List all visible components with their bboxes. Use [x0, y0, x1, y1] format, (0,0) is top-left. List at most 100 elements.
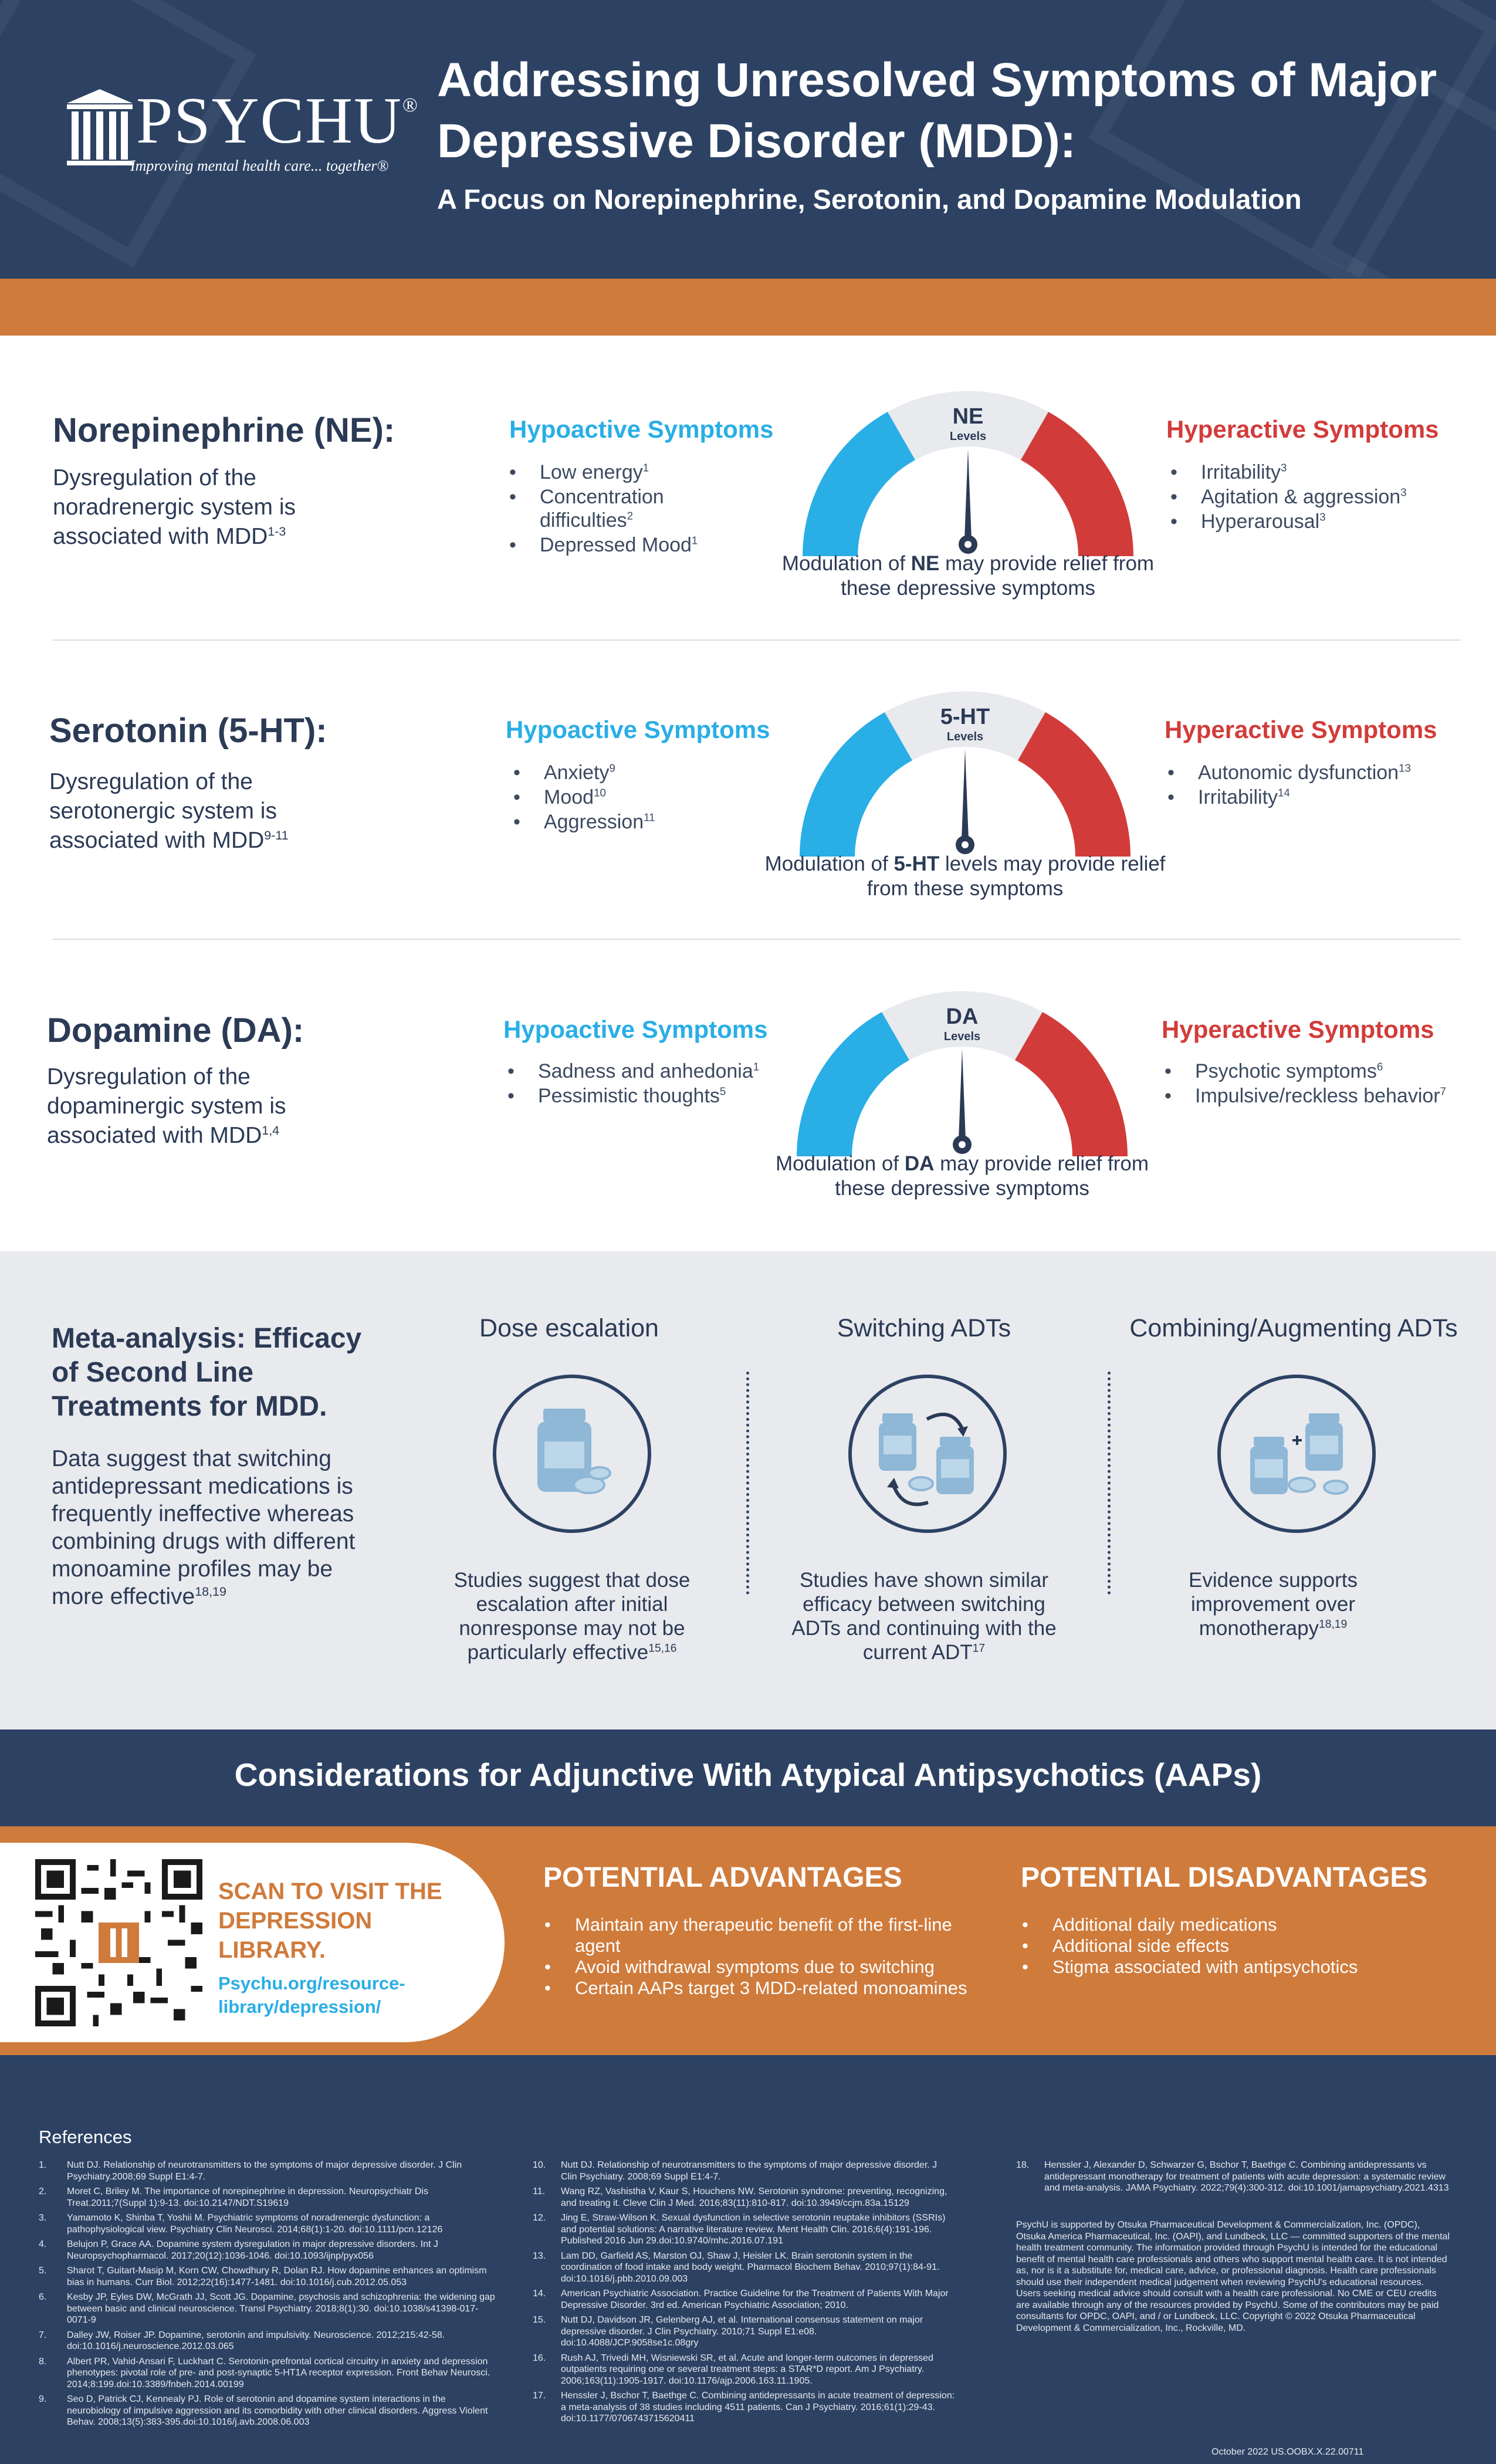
- switching-adts-icon-circle: [848, 1375, 1007, 1533]
- gauge-mid-segment: [882, 991, 1043, 1060]
- column-text-combining-adts: Evidence supports improvement over monot…: [1189, 1569, 1358, 1640]
- reference-number: 14.: [533, 2289, 546, 2299]
- gauge-label: NE: [953, 404, 984, 429]
- orange-band: [0, 279, 1496, 336]
- gauge-label: 5-HT: [940, 705, 990, 729]
- reference-text: Sharot T, Guitart-Masip M, Korn CW, Chow…: [67, 2266, 487, 2287]
- considerations-banner: Considerations for Adjunctive With Atypi…: [0, 1729, 1496, 1826]
- scan-title: SCAN TO VISIT THE DEPRESSION LIBRARY.: [218, 1879, 442, 1963]
- row-description: Dysregulation of the dopaminergic system…: [47, 1064, 286, 1148]
- list-item: Irritability14: [1167, 786, 1473, 809]
- gauge-needle: [962, 749, 969, 840]
- list-item: Sadness and anhedonia1: [507, 1060, 777, 1083]
- reference-item: 15. Nutt DJ, Davidson JR, Gelenberg AJ, e…: [533, 2314, 955, 2349]
- reference-text: Rush AJ, Trivedi MH, Wisniewski SR, et a…: [561, 2353, 933, 2386]
- reference-item: 8. Albert PR, Vahid-Ansari F, Luckhart C.…: [39, 2356, 496, 2391]
- reference-text: Belujon P, Grace AA. Dopamine system dys…: [67, 2239, 438, 2261]
- list-item: Depressed Mood1: [509, 533, 709, 557]
- gauge-caption: Modulation of DA may provide relief from…: [775, 1152, 1149, 1200]
- combining-adts-icon-circle: [1217, 1375, 1376, 1533]
- reference-number: 17.: [533, 2391, 546, 2401]
- gauge-high-segment: [1018, 712, 1131, 857]
- row-description: Dysregulation of the serotonergic system…: [49, 769, 289, 853]
- hyperactive-list: Autonomic dysfunction13 Irritability14: [1167, 761, 1473, 810]
- dose-escalation-icon-circle: [493, 1375, 651, 1533]
- row-description: Dysregulation of the noradrenergic syste…: [53, 465, 296, 549]
- monoamine-row-ne: Norepinephrine (NE): Dysregulation of th…: [0, 364, 1496, 657]
- reference-item: 5. Sharot T, Guitart-Masip M, Korn CW, Ch…: [39, 2265, 496, 2288]
- references-section: References 1. Nutt DJ. Relationship of ne…: [0, 2055, 1496, 2464]
- section-divider: [53, 639, 1461, 641]
- advantages-title: POTENTIAL ADVANTAGES: [543, 1862, 902, 1893]
- hypoactive-list: Low energy1 Concentration difficulties2 …: [509, 461, 709, 558]
- column-text-dose-escalation: Studies suggest that dose escalation aft…: [453, 1569, 691, 1664]
- list-item: Agitation & aggression3: [1170, 485, 1464, 509]
- reference-item: 4. Belujon P, Grace AA. Dopamine system d…: [39, 2239, 496, 2262]
- gauge-low-segment: [800, 712, 912, 857]
- reference-item: 13. Lam DD, Garfield AS, Marston OJ, Shaw…: [533, 2250, 955, 2285]
- column-title-combining-adts: Combining/Augmenting ADTs: [1129, 1314, 1458, 1342]
- reference-item: 17. Henssler J, Bschor T, Baethge C. Comb…: [533, 2390, 955, 2425]
- reference-number: 7.: [39, 2330, 47, 2340]
- reference-number: 12.: [533, 2213, 546, 2223]
- references-column-1: 1. Nutt DJ. Relationship of neurotransmit…: [39, 2160, 496, 2432]
- reference-item: 14. American Psychiatric Association. Pra…: [533, 2288, 955, 2311]
- list-item: Additional daily medications: [1022, 1914, 1386, 1935]
- hyperactive-list: Psychotic symptoms6 Impulsive/reckless b…: [1165, 1060, 1481, 1109]
- sponsor-disclaimer: PsychU is supported by Otsuka Pharmaceut…: [1016, 2220, 1450, 2333]
- section-divider: [53, 939, 1461, 940]
- hypoactive-list: Anxiety9 Mood10 Aggression11: [513, 761, 713, 835]
- list-item: Autonomic dysfunction13: [1167, 761, 1473, 784]
- gauge-high-segment: [1015, 1012, 1128, 1156]
- reference-text: Kesby JP, Eyles DW, McGrath JJ, Scott JG…: [67, 2292, 495, 2325]
- list-item: Aggression11: [513, 810, 713, 834]
- depression-library-link[interactable]: Psychu.org/resource-library/depression/: [218, 1973, 405, 2017]
- list-item: Maintain any therapeutic benefit of the …: [544, 1914, 979, 1957]
- header-banner: PSYCHU® Improving mental health care... …: [0, 0, 1496, 279]
- list-item: Certain AAPs target 3 MDD-related monoam…: [544, 1978, 979, 1999]
- psychu-logo[interactable]: PSYCHU® Improving mental health care... …: [65, 82, 418, 182]
- row-title: Dopamine (DA):: [47, 1011, 304, 1050]
- reference-text: Nutt DJ. Relationship of neurotransmitte…: [67, 2160, 462, 2182]
- references-column-2: 10. Nutt DJ. Relationship of neurotransmi…: [533, 2160, 955, 2428]
- gauge-needle: [959, 1049, 966, 1140]
- reference-item: 6. Kesby JP, Eyles DW, McGrath JJ, Scott …: [39, 2292, 496, 2326]
- hyperactive-title: Hyperactive Symptoms: [1165, 716, 1437, 743]
- page-title: Addressing Unresolved Symptoms of Major …: [437, 53, 1437, 168]
- gauge-needle: [964, 449, 972, 540]
- gauge-high-segment: [1021, 412, 1133, 556]
- reference-number: 8.: [39, 2356, 47, 2367]
- combine-medication-icon: [1250, 1413, 1349, 1495]
- reference-text: American Psychiatric Association. Practi…: [561, 2289, 949, 2310]
- column-separator: [1108, 1372, 1111, 1595]
- reference-text: Wang RZ, Vashistha V, Kaur S, Houchens N…: [561, 2187, 947, 2208]
- considerations-panel: SCAN TO VISIT THE DEPRESSION LIBRARY. Ps…: [0, 1826, 1496, 2055]
- gauge-caption: Modulation of 5-HT levels may provide re…: [764, 852, 1166, 900]
- reference-text: Henssler J, Alexander D, Schwarzer G, Bs…: [1044, 2160, 1449, 2193]
- reference-item: 2. Moret C, Briley M. The importance of n…: [39, 2186, 496, 2209]
- pillars-icon: [67, 89, 133, 165]
- list-item: Anxiety9: [513, 761, 713, 784]
- list-item: Impulsive/reckless behavior7: [1165, 1084, 1481, 1108]
- hypoactive-title: Hypoactive Symptoms: [509, 415, 774, 443]
- reference-item: 3. Yamamoto K, Shinba T, Yoshii M. Psychi…: [39, 2212, 496, 2235]
- reference-number: 4.: [39, 2239, 47, 2249]
- reference-text: Jing E, Straw-Wilson K. Sexual dysfuncti…: [561, 2213, 946, 2246]
- switch-medication-icon: [879, 1413, 974, 1507]
- reference-text: Henssler J, Bschor T, Baethge C. Combini…: [561, 2391, 955, 2424]
- considerations-title: Considerations for Adjunctive With Atypi…: [234, 1756, 1262, 1793]
- qr-card: SCAN TO VISIT THE DEPRESSION LIBRARY. Ps…: [0, 1843, 505, 2042]
- disadvantages-list: Additional daily medications Additional …: [1022, 1914, 1386, 1978]
- reference-number: 9.: [39, 2394, 47, 2404]
- gauge-low-segment: [803, 412, 915, 556]
- page-subtitle: A Focus on Norepinephrine, Serotonin, an…: [437, 184, 1302, 215]
- 5ht-level-gauge: 5-HT Levels: [800, 691, 1131, 857]
- hyperactive-title: Hyperactive Symptoms: [1162, 1016, 1434, 1043]
- reference-number: 1.: [39, 2160, 47, 2170]
- references-title: References: [39, 2127, 132, 2147]
- reference-number: 2.: [39, 2187, 47, 2196]
- logo-tagline: Improving mental health care... together…: [130, 157, 389, 174]
- reference-text: Nutt DJ. Relationship of neurotransmitte…: [561, 2160, 937, 2182]
- qr-code-icon[interactable]: [35, 1859, 202, 2026]
- column-separator: [746, 1372, 749, 1595]
